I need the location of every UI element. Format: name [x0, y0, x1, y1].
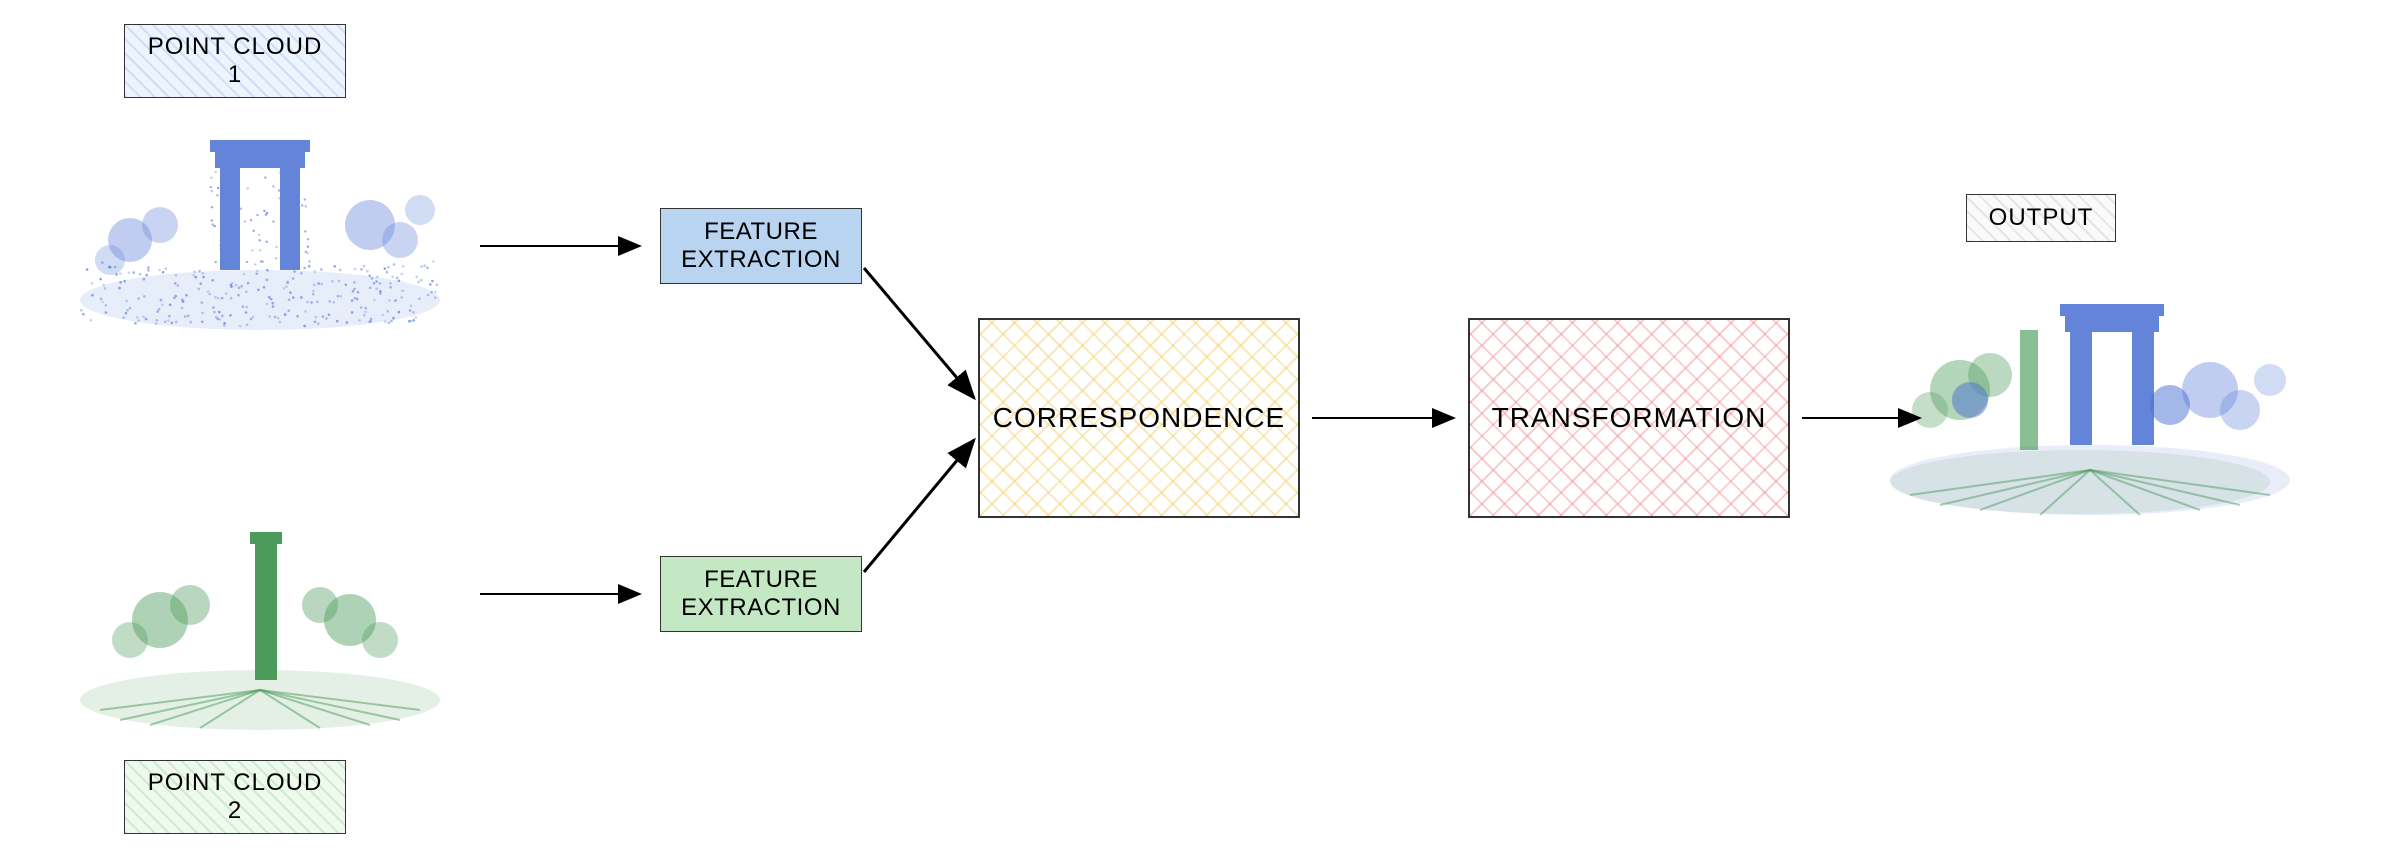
arrows-layer [0, 0, 2388, 860]
arrow-fe2-to-corr [864, 440, 974, 572]
arrow-fe1-to-corr [864, 268, 974, 398]
